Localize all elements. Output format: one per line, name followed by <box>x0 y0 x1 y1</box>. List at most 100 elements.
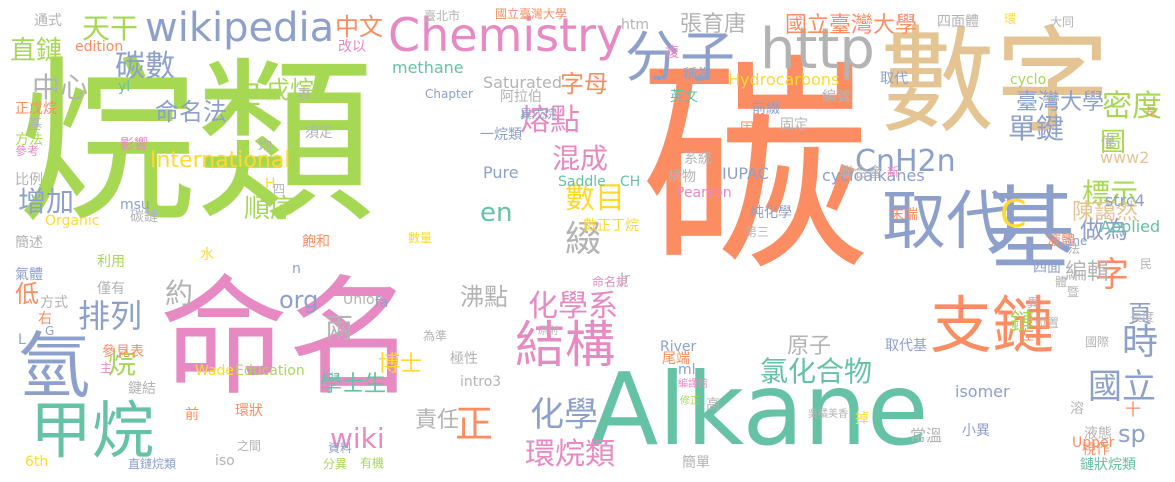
word-45: wiki <box>330 422 385 455</box>
word-86: htm <box>621 17 649 33</box>
word-71: IUPAC <box>722 164 769 183</box>
word-165: 右 <box>38 311 52 327</box>
word-102: 通式 <box>34 13 62 29</box>
word-34: 命名法 <box>155 98 227 126</box>
word-118: 異戊烷 <box>520 107 557 121</box>
word-130: 數正丁烷 <box>583 218 639 234</box>
word-143: 位置 <box>1035 316 1060 330</box>
word-135: 為準 <box>423 329 448 343</box>
word-163: 主 <box>100 361 113 375</box>
word-67: methane <box>392 58 464 77</box>
word-18: 國立 <box>1088 367 1156 407</box>
word-181: 水 <box>200 247 214 263</box>
word-142: 國際 <box>1085 335 1110 349</box>
word-63: 陳藹然 <box>1072 200 1139 225</box>
word-106: 四面體 <box>937 14 979 30</box>
word-20: 單鍵 <box>1008 112 1065 145</box>
word-160: 前 <box>185 407 199 423</box>
word-176: 影響 <box>120 137 148 153</box>
word-97: fa <box>375 295 389 311</box>
word-170: 碳鏈 <box>130 209 158 225</box>
word-182: 飽和 <box>302 234 330 250</box>
word-173: 方法 <box>15 132 43 148</box>
word-103: 改以 <box>338 39 366 55</box>
word-116: 英文 <box>670 89 698 105</box>
word-189: 法 <box>1068 242 1081 256</box>
word-39: 約 <box>165 277 194 310</box>
word-150: 常溫 <box>910 426 943 445</box>
word-8: http <box>760 17 875 82</box>
word-30: 碳數 <box>115 49 175 84</box>
word-152: 視作 <box>1082 442 1110 458</box>
word-111: 取代 <box>880 71 908 87</box>
word-52: 綴 <box>565 219 602 260</box>
word-22: 國立臺灣大學 <box>785 13 918 38</box>
word-62: 編輯 <box>1065 260 1110 285</box>
word-184: 長 <box>1145 104 1158 118</box>
word-161: 鍵結 <box>128 381 156 397</box>
word-21: 密度 <box>1102 89 1162 124</box>
word-174: 基 <box>28 117 42 133</box>
word-58: 責任 <box>415 408 460 433</box>
word-49: sp <box>1118 420 1146 448</box>
word-101: n <box>292 261 301 277</box>
word-169: 簡述 <box>15 235 43 251</box>
word-65: 低 <box>15 280 39 308</box>
word-42: 沸點 <box>460 283 508 311</box>
word-128: 液體 <box>1047 233 1075 249</box>
word-187: 異 <box>1027 296 1040 310</box>
word-107: 大同 <box>1050 15 1075 29</box>
word-28: 天干 <box>82 12 139 45</box>
word-81: Union <box>343 292 384 308</box>
word-57: 學士生 <box>320 372 387 397</box>
word-85: strc4 <box>1105 191 1145 210</box>
word-11: 支鏈 <box>930 289 1055 362</box>
word-82: Chapter <box>425 87 473 101</box>
word-1: 碳 <box>640 36 871 303</box>
word-7: 分子 <box>625 25 736 89</box>
word-151: 鏈狀烷類 <box>1080 457 1136 473</box>
word-137: 尾端 <box>662 351 690 367</box>
word-177: 均 <box>258 139 272 155</box>
word-83: cyclo <box>1010 72 1047 88</box>
word-139: 修正 <box>680 396 700 407</box>
word-134: 原則 <box>538 326 558 337</box>
word-25: 做為 <box>1080 216 1128 244</box>
word-37: 順序 <box>244 194 297 224</box>
word-178: 須定 <box>305 125 333 141</box>
word-26: 圖 <box>1100 128 1127 158</box>
word-183: 僅 <box>1101 135 1115 151</box>
word-157: 資料 <box>328 441 353 455</box>
word-122: 構物 <box>668 169 696 185</box>
word-88: edition <box>75 39 124 55</box>
word-68: Saturated <box>483 73 563 92</box>
word-76: Upper <box>1072 435 1115 451</box>
word-27: 中文 <box>335 13 383 41</box>
word-89: Organic <box>45 213 100 229</box>
word-35: International <box>150 148 291 173</box>
word-123: 聯合會 <box>840 165 882 181</box>
word-188: 體 <box>1055 275 1068 289</box>
word-54: 熔點 <box>520 103 580 138</box>
word-41: 兩 <box>325 312 354 345</box>
word-69: Hydrocarbons <box>728 70 840 89</box>
word-61: 頁 <box>1128 300 1152 328</box>
word-167: 利用 <box>97 254 125 270</box>
word-162: 參見表 <box>102 344 144 360</box>
word-114: 固定 <box>780 117 808 133</box>
word-14: 結構 <box>515 316 615 374</box>
word-131: 數量 <box>408 231 433 245</box>
word-77: isomer <box>955 382 1010 401</box>
word-95: ane <box>1065 234 1088 248</box>
word-48: 氯化合物 <box>760 355 873 388</box>
word-138: 編譯館 <box>678 379 708 390</box>
word-125: 純化學 <box>750 205 792 221</box>
word-156: 分異 <box>323 457 348 471</box>
word-98: H <box>265 176 276 192</box>
word-159: 環狀 <box>235 403 263 419</box>
word-87: Pearson <box>676 185 732 201</box>
word-43: 化學系 <box>528 289 618 324</box>
word-53: 混成 <box>552 142 609 175</box>
word-171: 比例 <box>15 172 43 188</box>
